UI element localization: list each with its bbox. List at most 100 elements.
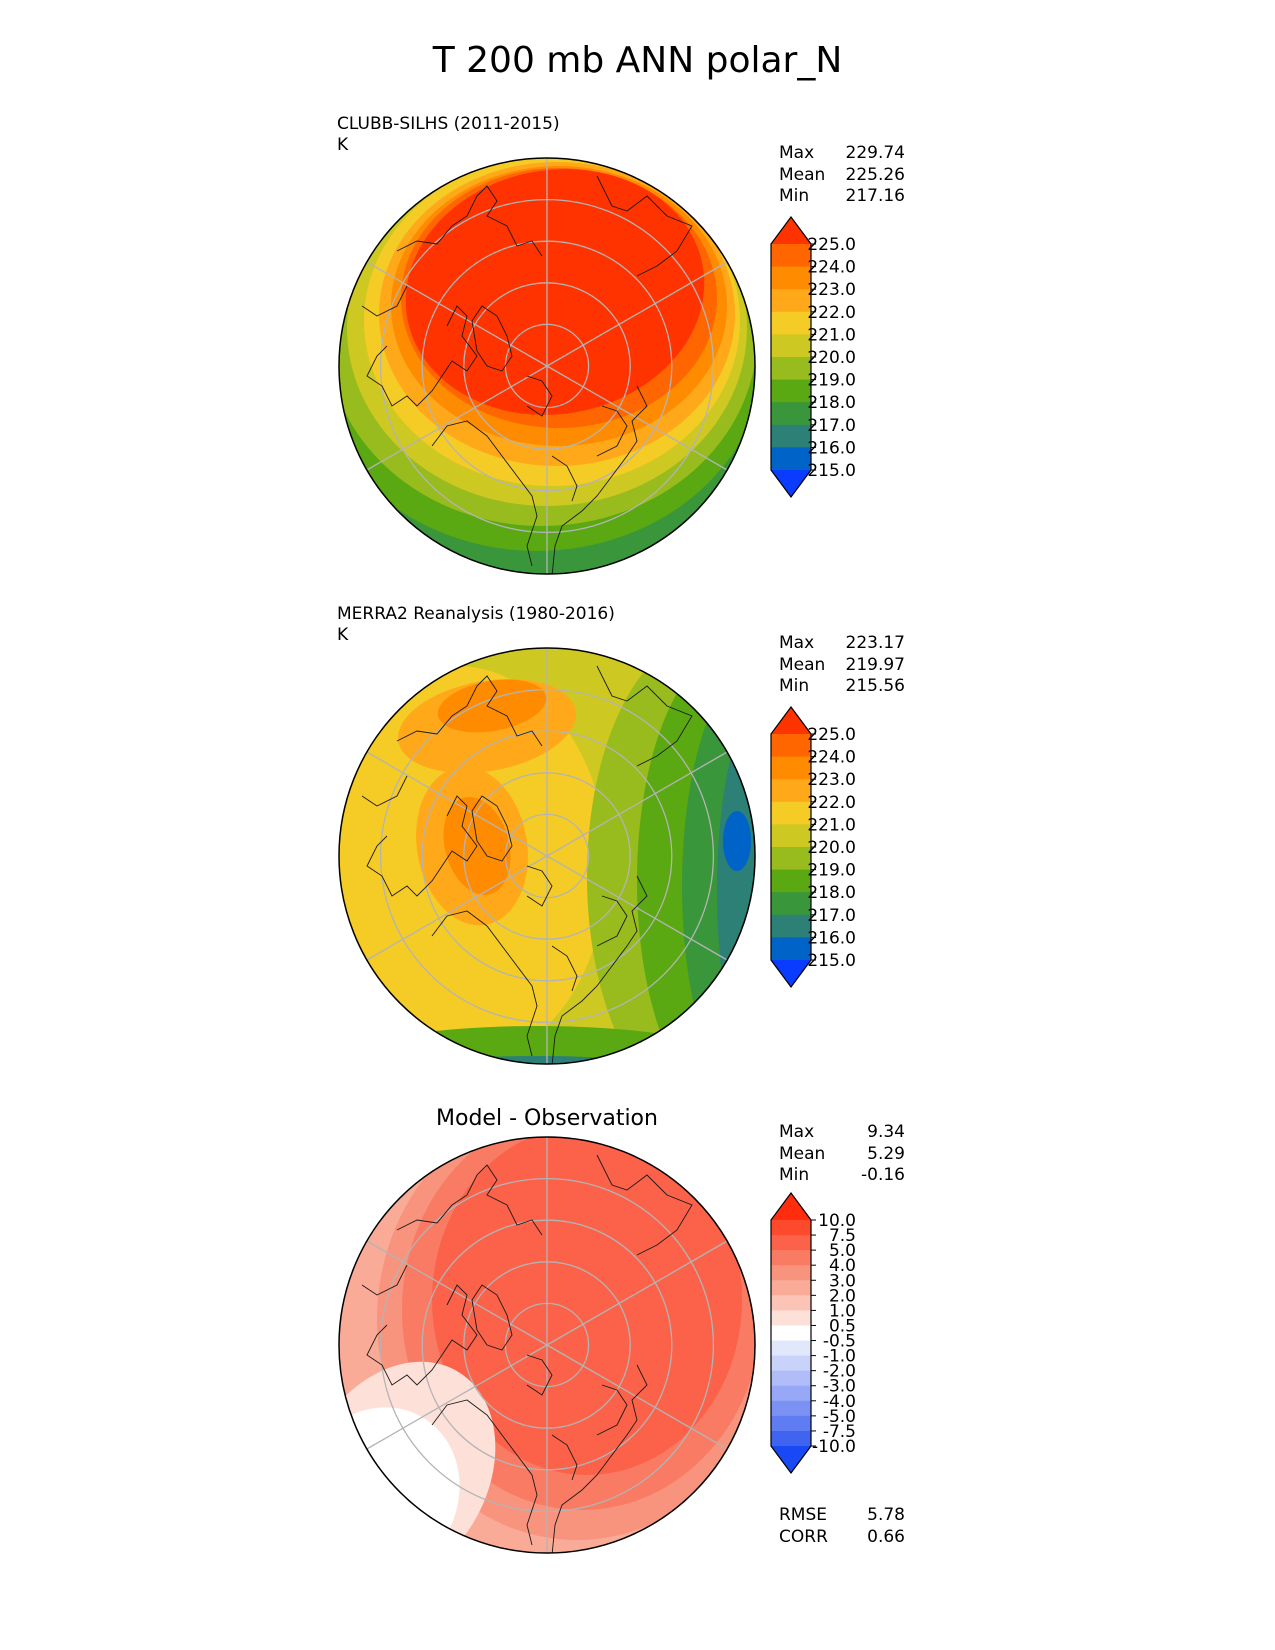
polar-map-test bbox=[338, 157, 756, 575]
coastline bbox=[526, 375, 553, 417]
graticule bbox=[366, 1137, 728, 1553]
colorbar-tick-label: 225.0 bbox=[807, 235, 856, 255]
colorbar-tick-label: 0.5 bbox=[829, 1316, 856, 1336]
polar-map-ref bbox=[338, 647, 756, 1065]
coastline bbox=[366, 1284, 478, 1386]
stat-mean: Mean 5.29 bbox=[779, 1143, 905, 1164]
coastline bbox=[361, 285, 408, 317]
colorbar-diff: 10.07.55.04.03.02.01.00.5-0.5-1.0-2.0-3.… bbox=[770, 1192, 856, 1475]
colorbar-tick-label: 223.0 bbox=[807, 280, 856, 300]
colorbar-segment bbox=[771, 1250, 811, 1266]
colorbar-segment bbox=[771, 892, 811, 916]
colorbar-segment bbox=[771, 1295, 811, 1311]
coastline bbox=[526, 865, 553, 907]
colorbar-segment bbox=[771, 1430, 811, 1447]
colorbar-segment bbox=[771, 824, 811, 848]
colorbar-tick-label: 218.0 bbox=[807, 883, 856, 903]
panel-title-ref: MERRA2 Reanalysis (1980-2016) K bbox=[337, 604, 615, 646]
colorbar-tick-label: -3.0 bbox=[823, 1377, 856, 1397]
stat-corr: CORR 0.66 bbox=[779, 1526, 905, 1547]
colorbar-tick-label: 216.0 bbox=[807, 928, 856, 948]
stat-mean: Mean 219.97 bbox=[779, 654, 905, 675]
stat-max: Max 9.34 bbox=[779, 1122, 905, 1142]
colorbar-segment bbox=[771, 779, 811, 803]
coastline bbox=[526, 1354, 553, 1396]
colorbar-tick-label: 1.0 bbox=[829, 1301, 856, 1321]
coastline bbox=[596, 665, 693, 767]
stats-box-ref: Max 223.17 Mean 219.97 Min 215.56 bbox=[779, 633, 905, 698]
meridian-line bbox=[366, 855, 548, 961]
stats-box-test: Max 229.74 Mean 225.26 Min 217.16 bbox=[779, 143, 905, 208]
colorbar-extend-bottom bbox=[771, 960, 811, 987]
meridian-line bbox=[546, 261, 728, 367]
colorbar-segment bbox=[771, 1340, 811, 1357]
coastline bbox=[596, 175, 693, 277]
colorbar-segment bbox=[771, 869, 811, 893]
meridian-line bbox=[546, 855, 728, 961]
stat-min: Min -0.16 bbox=[779, 1165, 905, 1185]
coastline bbox=[471, 305, 513, 372]
coastline bbox=[361, 775, 408, 807]
colorbar-segment bbox=[771, 357, 811, 381]
panel-title-text: CLUBB-SILHS (2011-2015) bbox=[337, 114, 560, 134]
colorbar-tick-label: 225.0 bbox=[807, 725, 856, 745]
colorbar-tick-label: 222.0 bbox=[807, 303, 856, 323]
colorbar-tick-label: -2.0 bbox=[823, 1362, 856, 1382]
colorbar-segment bbox=[771, 1220, 811, 1236]
colorbar-tick-label: 3.0 bbox=[829, 1271, 856, 1291]
map-boundary bbox=[338, 1136, 756, 1554]
colorbar-tick-label: 221.0 bbox=[807, 815, 856, 835]
meridian-line bbox=[366, 1240, 548, 1346]
colorbar-tick-label: 223.0 bbox=[807, 770, 856, 790]
colorbar-extend-top bbox=[771, 1193, 811, 1220]
colorbar-tick-label: 220.0 bbox=[807, 838, 856, 858]
coastline bbox=[431, 910, 538, 1057]
colorbar-segment bbox=[771, 447, 811, 471]
coastlines bbox=[361, 1154, 693, 1553]
colorbar-tick-label: -5.0 bbox=[823, 1407, 856, 1427]
colorbar-segment bbox=[771, 734, 811, 758]
colorbar-tick-label: 7.5 bbox=[829, 1226, 856, 1246]
colorbar-tick-label: 216.0 bbox=[807, 438, 856, 458]
coastline bbox=[396, 1164, 543, 1236]
coastline bbox=[431, 420, 538, 567]
polar-map-diff bbox=[338, 1136, 756, 1554]
colorbar-tick-label: 215.0 bbox=[807, 951, 856, 971]
meridian-line bbox=[366, 261, 548, 367]
graticule bbox=[366, 158, 728, 574]
coastline bbox=[551, 1364, 648, 1553]
colorbar-tick-label: 5.0 bbox=[829, 1241, 856, 1261]
meridian-line bbox=[546, 1344, 728, 1450]
colorbar-tick-label: 224.0 bbox=[807, 748, 856, 768]
coastline bbox=[551, 875, 648, 1064]
colorbar-tick-label: 220.0 bbox=[807, 348, 856, 368]
colorbar-tick-label: 10.0 bbox=[818, 1211, 856, 1231]
meridian-line bbox=[546, 1240, 728, 1346]
field-layer bbox=[339, 158, 755, 574]
meridian-line bbox=[366, 365, 548, 471]
panel-units: K bbox=[337, 135, 349, 155]
coastline bbox=[596, 1384, 628, 1436]
colorbar-extend-top bbox=[771, 217, 811, 244]
figure-title: T 200 mb ANN polar_N bbox=[432, 40, 843, 81]
colorbar-tick-label: 2.0 bbox=[829, 1286, 856, 1306]
stat-min: Min 215.56 bbox=[779, 676, 905, 696]
stat-mean: Mean 225.26 bbox=[779, 164, 905, 185]
colorbar-tick-label: 219.0 bbox=[807, 371, 856, 391]
colorbar-segment bbox=[771, 914, 811, 938]
panel-title-text: MERRA2 Reanalysis (1980-2016) bbox=[337, 604, 615, 624]
coastline bbox=[366, 795, 478, 897]
colorbar-tick-label: 218.0 bbox=[807, 393, 856, 413]
coastline bbox=[596, 405, 628, 457]
map-boundary bbox=[338, 157, 756, 575]
panel-title-diff: Model - Observation bbox=[436, 1106, 658, 1131]
meridian-line bbox=[366, 751, 548, 857]
colorbar-segment bbox=[771, 379, 811, 403]
colorbar-segment bbox=[771, 1310, 811, 1327]
coastline bbox=[471, 795, 513, 862]
meridian-line bbox=[366, 1344, 548, 1450]
colorbar-tick-label: 219.0 bbox=[807, 861, 856, 881]
colorbar-extend-bottom bbox=[771, 470, 811, 497]
